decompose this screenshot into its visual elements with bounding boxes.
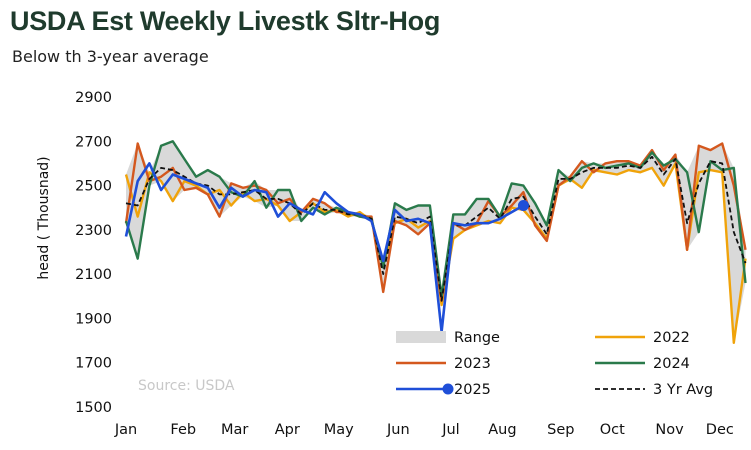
x-tick-label-may: May xyxy=(324,422,354,438)
chart-title: USDA Est Weekly Livestk Sltr-Hog xyxy=(10,6,441,36)
legend-item-2023: 2023 xyxy=(396,356,491,372)
x-tick-label-jan: Jan xyxy=(114,422,137,438)
chart-subtitle: Below th 3-year average xyxy=(12,47,209,66)
x-tick-label-dec: Dec xyxy=(706,422,734,438)
source-note: Source: USDA xyxy=(138,378,235,394)
x-tick-label-apr: Apr xyxy=(275,422,300,438)
legend-item-2022: 2022 xyxy=(595,330,690,346)
x-tick-label-nov: Nov xyxy=(655,422,684,438)
legend-swatch-range xyxy=(396,331,446,343)
legend-item-avg: 3 Yr Avg xyxy=(595,382,713,398)
series-line-avg xyxy=(125,155,747,302)
series-group xyxy=(124,140,747,344)
series-line-2025 xyxy=(124,162,525,334)
x-tick-label-aug: Aug xyxy=(488,422,516,438)
legend-label-2024: 2024 xyxy=(653,356,690,372)
legend-item-2025: 2025 xyxy=(396,382,491,398)
y-tick-label: 1500 xyxy=(75,400,112,416)
legend-item-2024: 2024 xyxy=(595,356,690,372)
x-tick-label-jul: Jul xyxy=(441,422,460,438)
x-tick-label-jun: Jun xyxy=(386,422,410,438)
y-tick-label: 1900 xyxy=(75,311,112,327)
y-tick-label: 2900 xyxy=(75,90,112,106)
y-tick-label: 2700 xyxy=(75,134,112,150)
legend-label-2022: 2022 xyxy=(653,330,690,346)
y-tick-label: 1700 xyxy=(75,356,112,372)
legend-marker-2025 xyxy=(442,383,454,395)
legend-label-range: Range xyxy=(454,330,500,346)
legend-label-2023: 2023 xyxy=(454,356,491,372)
y-tick-labels: 1500 1700 1900 2100 2300 2500 2700 2900 xyxy=(75,90,112,416)
range-band xyxy=(126,141,746,343)
x-tick-label-sep: Sep xyxy=(547,422,574,438)
y-tick-label: 2500 xyxy=(75,179,112,195)
x-tick-label-feb: Feb xyxy=(170,422,196,438)
y-tick-label: 2100 xyxy=(75,267,112,283)
legend: Range 2022 2023 2024 2025 3 Yr Avg xyxy=(396,330,713,398)
y-axis-label: head ( Thousnad) xyxy=(36,156,52,279)
y-tick-label: 2300 xyxy=(75,223,112,239)
legend-item-range: Range xyxy=(396,330,500,346)
legend-label-avg: 3 Yr Avg xyxy=(653,382,713,398)
legend-label-2025: 2025 xyxy=(454,382,491,398)
x-tick-label-mar: Mar xyxy=(221,422,248,438)
series-2025-last-point xyxy=(517,200,529,211)
x-tick-label-oct: Oct xyxy=(600,422,625,438)
x-tick-labels: Jan Feb Mar Apr May Jun Jul Aug Sep Oct Nov Dec xyxy=(114,422,734,438)
